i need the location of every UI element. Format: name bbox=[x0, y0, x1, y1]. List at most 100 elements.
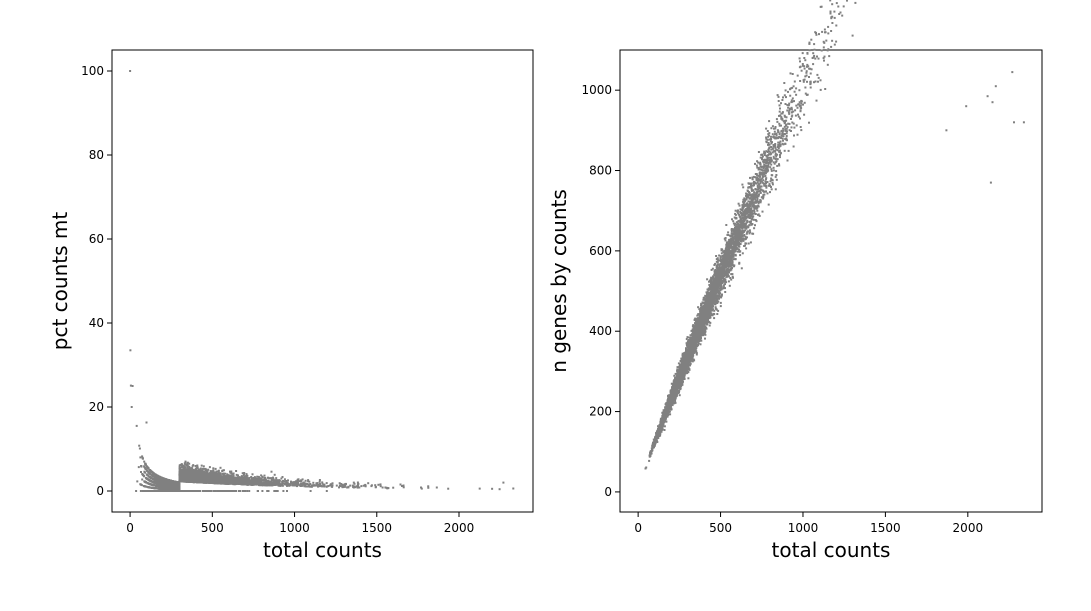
point bbox=[158, 487, 161, 490]
point bbox=[352, 486, 355, 488]
point bbox=[273, 490, 276, 492]
point bbox=[167, 490, 170, 492]
point bbox=[325, 482, 328, 485]
point bbox=[427, 486, 430, 489]
point bbox=[227, 490, 230, 492]
point bbox=[253, 483, 256, 486]
point bbox=[234, 490, 237, 492]
point bbox=[214, 467, 217, 470]
point bbox=[335, 484, 338, 487]
point bbox=[310, 484, 313, 487]
point bbox=[155, 490, 158, 492]
point bbox=[191, 490, 194, 492]
point bbox=[325, 485, 328, 488]
point bbox=[231, 490, 234, 492]
point bbox=[283, 480, 286, 483]
point bbox=[272, 481, 275, 484]
point bbox=[301, 484, 304, 486]
point bbox=[209, 490, 212, 492]
point bbox=[264, 477, 267, 479]
point bbox=[237, 474, 239, 477]
point bbox=[144, 485, 147, 488]
point bbox=[182, 490, 185, 492]
point bbox=[241, 479, 244, 482]
point bbox=[158, 490, 161, 492]
point bbox=[184, 460, 187, 463]
point bbox=[163, 490, 166, 492]
point bbox=[338, 482, 341, 485]
point bbox=[318, 485, 321, 488]
point bbox=[352, 481, 355, 484]
point bbox=[253, 476, 256, 479]
point bbox=[275, 482, 278, 485]
point bbox=[151, 490, 154, 492]
point bbox=[257, 481, 259, 484]
point bbox=[291, 481, 294, 484]
point bbox=[243, 479, 246, 481]
point bbox=[341, 486, 344, 489]
point bbox=[307, 485, 310, 488]
point bbox=[319, 483, 321, 485]
point bbox=[270, 484, 273, 487]
point bbox=[330, 485, 333, 488]
point bbox=[196, 466, 199, 469]
point bbox=[222, 474, 225, 477]
point bbox=[270, 477, 273, 480]
point bbox=[148, 483, 151, 485]
point bbox=[318, 480, 321, 483]
point bbox=[308, 480, 311, 483]
point bbox=[229, 482, 232, 485]
point bbox=[217, 470, 220, 473]
point bbox=[192, 468, 195, 471]
point bbox=[229, 470, 231, 473]
point bbox=[257, 490, 259, 492]
point bbox=[307, 479, 310, 482]
point bbox=[199, 471, 202, 474]
point bbox=[381, 486, 384, 489]
point bbox=[248, 490, 251, 492]
point bbox=[314, 484, 317, 487]
point bbox=[312, 481, 315, 484]
point bbox=[257, 475, 260, 478]
point bbox=[321, 481, 324, 484]
point bbox=[161, 490, 164, 492]
point bbox=[204, 490, 207, 492]
point bbox=[377, 483, 380, 486]
point bbox=[176, 490, 179, 492]
point bbox=[238, 477, 241, 480]
point bbox=[243, 475, 246, 478]
point bbox=[402, 486, 405, 489]
point bbox=[273, 482, 276, 485]
point bbox=[229, 477, 232, 480]
point bbox=[137, 466, 140, 469]
point bbox=[420, 487, 423, 490]
point bbox=[195, 490, 198, 492]
point bbox=[274, 481, 277, 484]
point bbox=[370, 485, 373, 488]
point bbox=[241, 472, 244, 475]
point bbox=[183, 462, 186, 465]
point bbox=[254, 477, 257, 480]
point bbox=[315, 484, 318, 487]
point bbox=[251, 477, 254, 480]
data-points-left bbox=[129, 70, 515, 492]
point bbox=[279, 484, 282, 487]
point bbox=[401, 485, 403, 487]
point bbox=[190, 467, 193, 470]
point bbox=[260, 474, 263, 477]
point bbox=[309, 483, 312, 485]
point bbox=[290, 480, 292, 483]
point bbox=[187, 477, 190, 480]
point bbox=[212, 470, 215, 473]
point bbox=[205, 473, 208, 476]
point bbox=[146, 490, 149, 492]
point bbox=[178, 473, 181, 476]
point bbox=[194, 490, 197, 492]
point bbox=[222, 490, 225, 492]
point bbox=[210, 490, 213, 492]
point bbox=[360, 485, 363, 488]
point bbox=[139, 490, 142, 492]
point bbox=[297, 479, 300, 482]
point bbox=[208, 466, 211, 469]
point bbox=[347, 486, 350, 489]
